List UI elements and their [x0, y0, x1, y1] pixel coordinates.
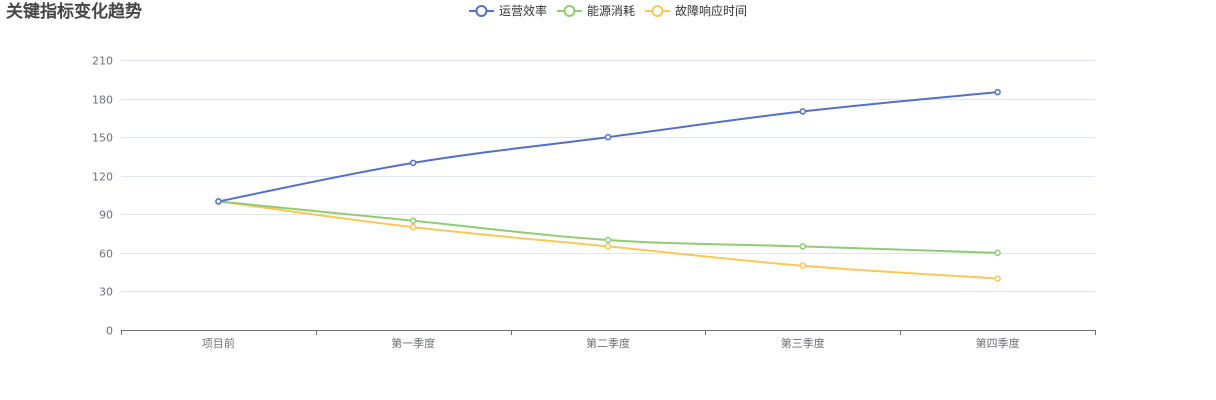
legend-label: 故障响应时间	[675, 3, 747, 18]
data-point[interactable]	[409, 159, 417, 167]
y-tick-label: 180	[92, 94, 113, 107]
y-tick-label: 60	[99, 248, 113, 261]
data-point[interactable]	[799, 243, 807, 250]
data-point[interactable]	[994, 249, 1001, 257]
legend-item[interactable]: 故障响应时间	[645, 3, 747, 18]
series-lines	[218, 91, 998, 280]
x-tick-label: 第二季度	[586, 336, 630, 350]
legend: 运营效率 能源消耗 故障响应时间	[468, 3, 747, 18]
data-point[interactable]	[604, 236, 612, 244]
y-tick-label: 150	[92, 132, 113, 145]
y-tick-label: 90	[99, 209, 113, 222]
legend-circle-icon	[563, 5, 576, 17]
x-tick-label: 项目前	[202, 336, 235, 350]
legend-label: 能源消耗	[587, 4, 635, 18]
data-point[interactable]	[409, 223, 417, 231]
legend-label: 运营效率	[499, 3, 547, 18]
legend-circle-icon	[651, 5, 664, 17]
x-tick-label: 第四季度	[976, 336, 1020, 350]
y-tick-label: 210	[92, 55, 113, 68]
y-tick-label: 0	[106, 325, 113, 338]
y-tick-label: 120	[92, 171, 113, 184]
chart-title: 关键指标变化趋势	[6, 2, 142, 22]
x-tick-label: 第三季度	[781, 336, 825, 350]
axes: 0 30 60 90 120 150 180 210 项目前 第一季度 第二季度 第三季度 第四季度	[92, 55, 1096, 350]
data-point[interactable]	[799, 108, 807, 115]
data-point[interactable]	[799, 262, 807, 269]
grid-lines	[121, 60, 1095, 292]
x-tick-label: 第一季度	[391, 336, 435, 350]
data-point[interactable]	[994, 88, 1001, 96]
data-point[interactable]	[604, 243, 612, 250]
data-points	[215, 88, 1001, 282]
series-line	[218, 91, 998, 203]
data-point[interactable]	[994, 275, 1001, 282]
data-point[interactable]	[215, 198, 222, 205]
data-point[interactable]	[604, 133, 612, 141]
data-point[interactable]	[409, 217, 417, 224]
legend-item[interactable]: 运营效率	[468, 3, 547, 18]
legend-circle-icon	[475, 5, 488, 17]
y-tick-label: 30	[99, 286, 113, 299]
legend-item[interactable]: 能源消耗	[556, 4, 635, 18]
